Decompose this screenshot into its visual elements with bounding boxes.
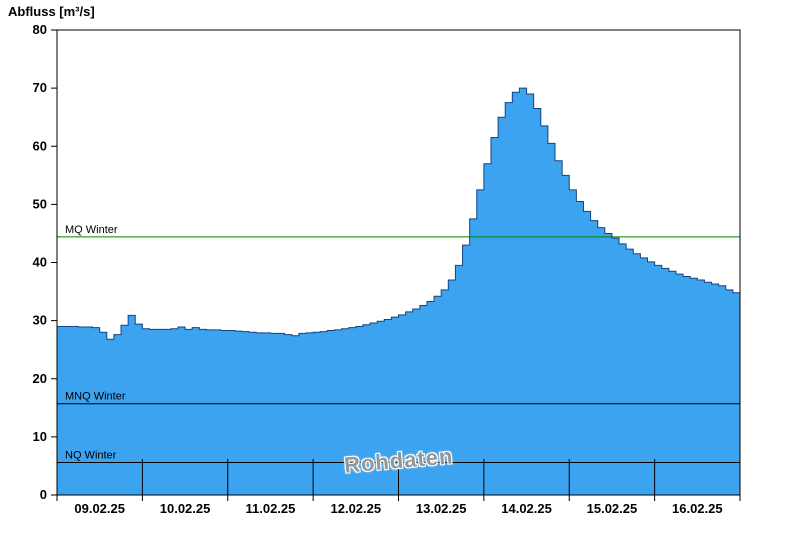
x-axis-date-label: 14.02.25	[501, 501, 552, 516]
discharge-line	[57, 87, 741, 340]
x-axis-date-label: 16.02.25	[672, 501, 723, 516]
x-axis-date-label: 12.02.25	[331, 501, 382, 516]
x-axis-date-label: 10.02.25	[160, 501, 211, 516]
x-axis-date-label: 13.02.25	[416, 501, 467, 516]
x-axis-date-label: 15.02.25	[587, 501, 638, 516]
y-axis-label: 20	[33, 371, 47, 386]
ref-line-label: NQ Winter	[65, 449, 117, 461]
y-axis-label: 50	[33, 196, 47, 211]
x-axis-date-label: 11.02.25	[245, 501, 295, 516]
x-axis-date-label: 09.02.25	[74, 501, 125, 516]
y-axis-label: 0	[40, 487, 47, 502]
plot-border	[56, 29, 741, 496]
chart-title: Abfluss [m³/s]	[8, 4, 95, 19]
ref-line-label: MNQ Winter	[65, 391, 126, 403]
y-axis-label: 80	[33, 22, 47, 37]
y-axis-label: 60	[33, 138, 47, 153]
y-axis-label: 30	[33, 313, 47, 328]
ref-line-label: MQ Winter	[65, 224, 118, 236]
discharge-area	[57, 88, 740, 495]
y-axis-label: 10	[33, 429, 47, 444]
y-axis-label: 70	[33, 80, 47, 95]
y-axis-label: 40	[33, 255, 47, 270]
